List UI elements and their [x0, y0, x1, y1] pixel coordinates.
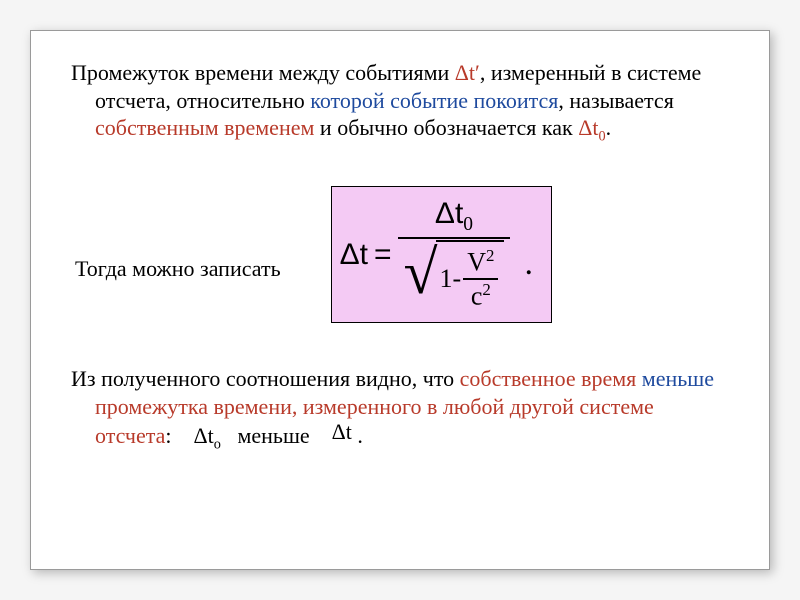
p3-seg3: меньше [642, 366, 714, 391]
p1-seg3: которой событие покоится [310, 88, 558, 113]
paragraph-1: Промежуток времени между событиями Δt′ , … [67, 59, 733, 146]
inner-den: c2 [467, 280, 495, 312]
formula: Δt = Δt0 √ 1- [340, 197, 511, 313]
p1-seg5: собственным временем [95, 115, 314, 140]
formula-one-minus: 1- [440, 264, 464, 294]
formula-v: V [467, 248, 486, 277]
formula-equals: = [368, 238, 398, 272]
p3-seg4: промежутка времени, измеренного в любой … [95, 394, 654, 448]
p3-dt0: Δtо [194, 423, 221, 448]
p3-seg2: собственное время [460, 366, 642, 391]
p3-dt: Δt [332, 419, 352, 444]
sqrt-icon: √ 1- V2 c2 [404, 240, 505, 313]
formula-lhs: Δt [340, 238, 368, 272]
formula-c-exp: 2 [482, 280, 490, 299]
inner-num: V2 [463, 246, 498, 278]
formula-box: Δt = Δt0 √ 1- [331, 186, 552, 322]
p1-seg4: , называется [558, 88, 673, 113]
p3-less: меньше [237, 423, 309, 448]
paragraph-3: Из полученного соотношения видно, что со… [67, 365, 733, 454]
slide-content: Промежуток времени между событиями Δt′ , … [30, 30, 770, 570]
p1-dt0-sym: Δt [578, 115, 598, 140]
formula-v-exp: 2 [486, 246, 494, 265]
p3-end: . [352, 423, 363, 448]
sqrt-body: 1- V2 c2 [436, 240, 505, 313]
p1-dt0-sub: 0 [598, 128, 605, 144]
p3-dt0-sym: Δt [194, 423, 214, 448]
radical-sign-icon: √ [404, 246, 438, 319]
p1-dtprime: Δt′ [455, 60, 480, 85]
p2-text: Тогда можно записать [67, 256, 281, 282]
p3-dt0-sub: о [214, 436, 221, 452]
p1-seg6: и обычно обозначается как [314, 115, 578, 140]
formula-denominator: √ 1- V2 c2 [398, 239, 511, 313]
p3-seg1: Из полученного соотношения видно, что [71, 366, 460, 391]
formula-numerator: Δt0 [429, 197, 479, 237]
formula-num-sub: 0 [463, 214, 473, 235]
p1-seg7: . [606, 115, 612, 140]
p3-seg5: : [165, 423, 177, 448]
formula-fraction: Δt0 √ 1- V2 [398, 197, 511, 313]
p1-dt0: Δt0 [578, 115, 605, 140]
formula-period: . [518, 227, 533, 283]
inner-fraction: V2 c2 [463, 246, 498, 311]
formula-num-dt: Δt [435, 197, 463, 230]
formula-c: c [471, 282, 483, 311]
paragraph-2-row: Тогда можно записать Δt = Δt0 √ 1- [67, 186, 733, 322]
p1-seg1: Промежуток времени между событиями [71, 60, 455, 85]
